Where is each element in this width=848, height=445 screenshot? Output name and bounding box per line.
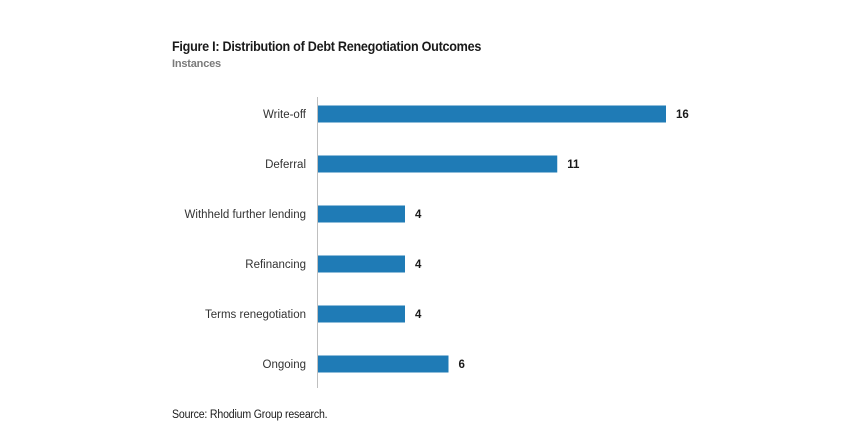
- value-label: 4: [415, 309, 422, 321]
- category-label: Terms renegotiation: [205, 309, 306, 321]
- chart-title: Figure I: Distribution of Debt Renegotia…: [172, 38, 482, 54]
- bar-terms-renegotiation: [318, 305, 405, 323]
- bar-write-off: [318, 105, 666, 123]
- chart-subtitle: Instances: [172, 58, 221, 70]
- bar-deferral: [318, 155, 558, 173]
- value-label: 4: [415, 259, 422, 271]
- category-label: Write-off: [263, 109, 307, 121]
- category-label: Refinancing: [245, 259, 306, 271]
- category-label: Withheld further lending: [185, 209, 306, 221]
- bar-withheld-further-lending: [318, 205, 405, 223]
- value-label: 16: [676, 109, 689, 121]
- value-label: 11: [567, 159, 580, 171]
- value-label: 4: [415, 209, 422, 221]
- chart-source: Source: Rhodium Group research.: [172, 409, 328, 421]
- value-label: 6: [459, 359, 465, 371]
- bar-refinancing: [318, 255, 405, 273]
- category-label: Deferral: [265, 159, 306, 171]
- category-label: Ongoing: [263, 359, 306, 371]
- bar-ongoing: [318, 355, 449, 373]
